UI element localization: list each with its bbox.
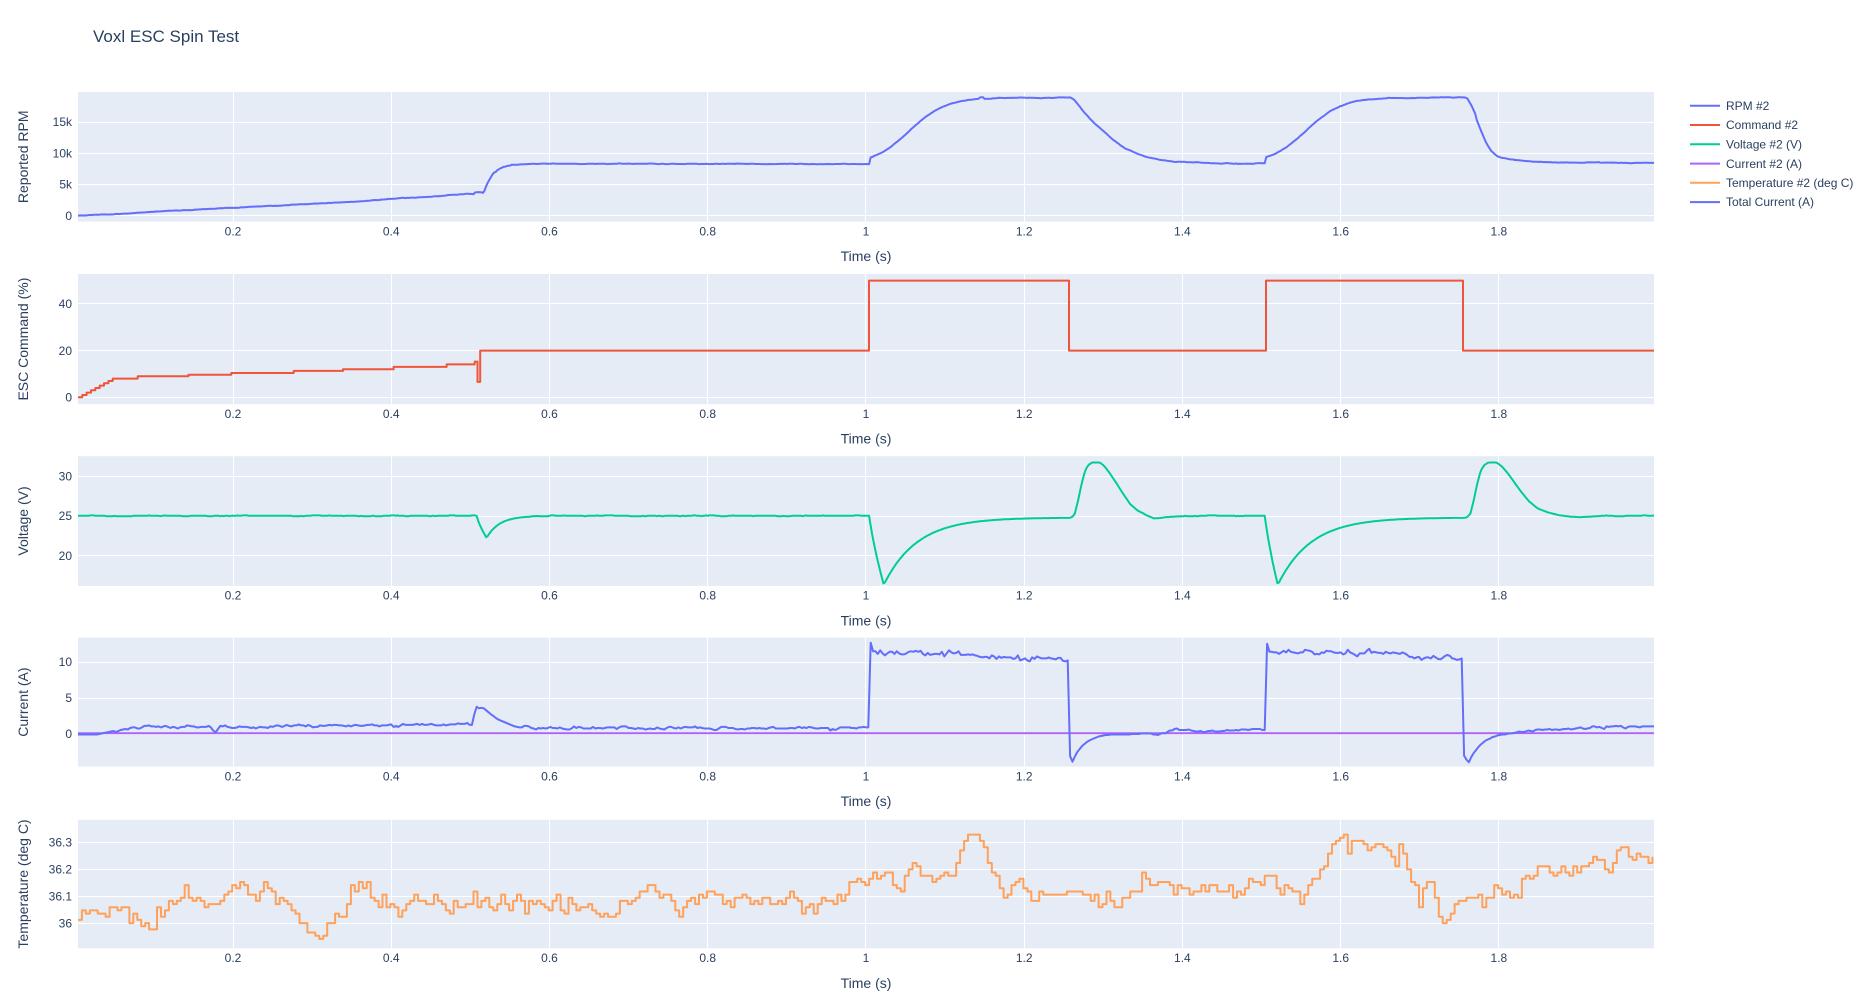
svg-text:1: 1 <box>863 951 870 965</box>
svg-text:0.2: 0.2 <box>225 951 242 965</box>
svg-text:1.4: 1.4 <box>1174 951 1191 965</box>
svg-text:1: 1 <box>863 407 870 421</box>
svg-text:1.8: 1.8 <box>1491 224 1508 238</box>
svg-text:30: 30 <box>59 469 73 483</box>
svg-text:1: 1 <box>863 589 870 603</box>
svg-text:0.2: 0.2 <box>225 589 242 603</box>
svg-text:36: 36 <box>59 917 73 931</box>
svg-text:1.6: 1.6 <box>1332 407 1349 421</box>
svg-text:20: 20 <box>59 344 73 358</box>
svg-text:Current (A): Current (A) <box>15 667 31 736</box>
svg-text:0.8: 0.8 <box>699 224 716 238</box>
svg-text:Voxl ESC Spin Test: Voxl ESC Spin Test <box>93 27 239 46</box>
svg-text:25: 25 <box>59 509 73 523</box>
svg-text:0.6: 0.6 <box>541 224 558 238</box>
svg-text:Command #2: Command #2 <box>1726 118 1798 132</box>
svg-text:36.1: 36.1 <box>49 890 73 904</box>
svg-text:20: 20 <box>59 549 73 563</box>
svg-text:1.4: 1.4 <box>1174 589 1191 603</box>
svg-text:Temperature (deg C): Temperature (deg C) <box>15 819 31 948</box>
svg-text:Time (s): Time (s) <box>841 248 892 264</box>
svg-text:36.2: 36.2 <box>49 863 73 877</box>
svg-text:10k: 10k <box>53 146 73 160</box>
svg-text:1: 1 <box>863 769 870 783</box>
svg-text:1.6: 1.6 <box>1332 224 1349 238</box>
svg-text:0: 0 <box>65 209 72 223</box>
svg-text:5: 5 <box>65 691 72 705</box>
svg-text:ESC Command (%): ESC Command (%) <box>15 278 31 401</box>
svg-text:1.6: 1.6 <box>1332 589 1349 603</box>
svg-text:0.4: 0.4 <box>383 407 400 421</box>
svg-text:15k: 15k <box>53 115 73 129</box>
svg-text:0.6: 0.6 <box>541 769 558 783</box>
svg-text:1.6: 1.6 <box>1332 951 1349 965</box>
svg-text:1.8: 1.8 <box>1491 951 1508 965</box>
svg-text:Voltage #2 (V): Voltage #2 (V) <box>1726 138 1802 152</box>
svg-text:0: 0 <box>65 391 72 405</box>
svg-text:RPM #2: RPM #2 <box>1726 99 1770 113</box>
svg-text:1.2: 1.2 <box>1016 407 1033 421</box>
svg-text:1: 1 <box>863 224 870 238</box>
svg-text:Reported RPM: Reported RPM <box>15 111 31 204</box>
svg-text:Temperature #2 (deg C): Temperature #2 (deg C) <box>1726 176 1853 190</box>
svg-text:1.8: 1.8 <box>1491 769 1508 783</box>
svg-text:1.2: 1.2 <box>1016 769 1033 783</box>
svg-text:0.4: 0.4 <box>383 589 400 603</box>
svg-text:0.8: 0.8 <box>699 951 716 965</box>
svg-text:10: 10 <box>59 655 73 669</box>
svg-text:1.4: 1.4 <box>1174 769 1191 783</box>
svg-text:36.3: 36.3 <box>49 836 73 850</box>
svg-text:0.8: 0.8 <box>699 407 716 421</box>
svg-text:0.8: 0.8 <box>699 769 716 783</box>
svg-text:Time (s): Time (s) <box>841 612 892 628</box>
svg-text:Time (s): Time (s) <box>841 431 892 447</box>
svg-text:0.2: 0.2 <box>225 224 242 238</box>
svg-text:1.2: 1.2 <box>1016 589 1033 603</box>
svg-text:0.8: 0.8 <box>699 589 716 603</box>
svg-text:1.6: 1.6 <box>1332 769 1349 783</box>
svg-text:0.4: 0.4 <box>383 951 400 965</box>
svg-text:1.8: 1.8 <box>1491 589 1508 603</box>
svg-text:0.4: 0.4 <box>383 769 400 783</box>
svg-text:0.4: 0.4 <box>383 224 400 238</box>
svg-text:1.4: 1.4 <box>1174 407 1191 421</box>
svg-text:0: 0 <box>65 727 72 741</box>
svg-text:1.4: 1.4 <box>1174 224 1191 238</box>
svg-text:Time (s): Time (s) <box>841 793 892 809</box>
svg-text:5k: 5k <box>59 178 73 192</box>
svg-text:Current #2 (A): Current #2 (A) <box>1726 157 1802 171</box>
svg-text:0.2: 0.2 <box>225 769 242 783</box>
svg-text:0.6: 0.6 <box>541 589 558 603</box>
svg-text:Total Current (A): Total Current (A) <box>1726 195 1814 209</box>
svg-text:1.2: 1.2 <box>1016 224 1033 238</box>
svg-text:Time (s): Time (s) <box>841 975 892 991</box>
svg-text:0.6: 0.6 <box>541 407 558 421</box>
svg-text:0.2: 0.2 <box>225 407 242 421</box>
svg-text:1.8: 1.8 <box>1491 407 1508 421</box>
svg-text:1.2: 1.2 <box>1016 951 1033 965</box>
svg-text:0.6: 0.6 <box>541 951 558 965</box>
svg-text:40: 40 <box>59 297 73 311</box>
svg-text:Voltage (V): Voltage (V) <box>15 486 31 555</box>
